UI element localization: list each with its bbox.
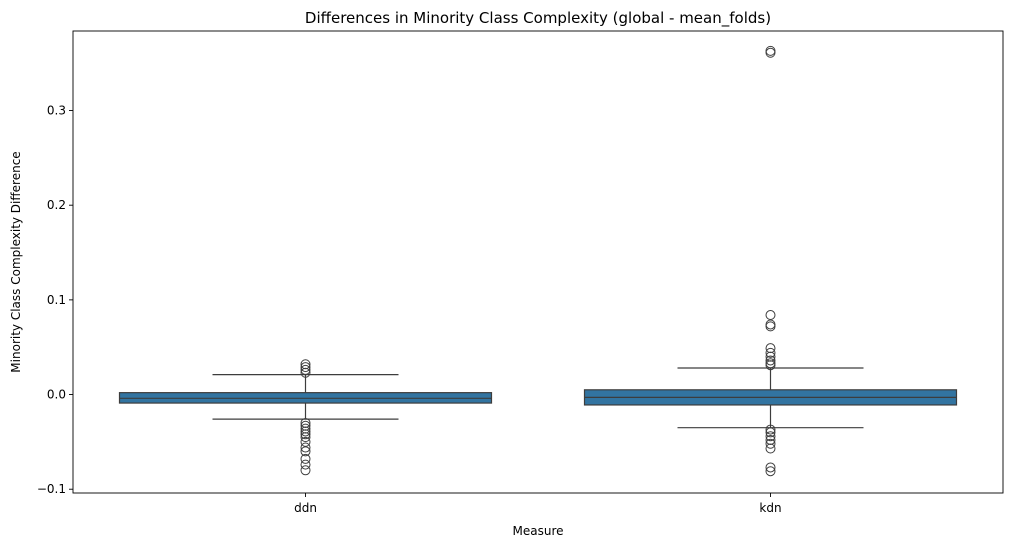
outlier-point xyxy=(765,347,776,358)
chart-title: Differences in Minority Class Complexity… xyxy=(305,9,771,28)
outlier-point xyxy=(300,459,311,470)
y-tick-label: 0.3 xyxy=(47,104,66,118)
plot-frame xyxy=(72,30,1004,494)
outlier-point xyxy=(765,319,776,330)
outlier-point xyxy=(300,442,311,453)
outlier-point xyxy=(765,355,776,366)
outlier-point xyxy=(765,310,776,321)
outlier-point xyxy=(765,45,776,56)
x-tick-label-ddn: ddn xyxy=(294,501,317,515)
outlier-point xyxy=(300,432,311,443)
x-axis-label: Measure xyxy=(513,524,564,538)
plot-area xyxy=(118,45,958,477)
outlier-point xyxy=(300,453,311,464)
y-tick-label: 0.2 xyxy=(47,198,66,212)
outlier-point xyxy=(300,446,311,457)
box-group-kdn xyxy=(583,45,958,477)
outlier-point xyxy=(765,443,776,454)
x-axis: ddn kdn xyxy=(294,493,782,515)
y-axis-label: Minority Class Complexity Difference xyxy=(9,151,23,372)
outlier-point xyxy=(765,427,776,438)
outlier-point xyxy=(765,321,776,332)
outlier-point xyxy=(300,429,311,440)
outlier-point xyxy=(765,438,776,449)
y-tick-label: 0.0 xyxy=(47,388,66,402)
outlier-point xyxy=(300,465,311,476)
outlier-point xyxy=(300,367,311,378)
outlier-point xyxy=(300,362,311,373)
outlier-point xyxy=(300,426,311,437)
y-tick-label: −0.1 xyxy=(37,482,66,496)
outlier-point xyxy=(765,424,776,435)
outlier-point xyxy=(765,466,776,477)
box-group-ddn xyxy=(118,359,493,476)
y-tick-label: 0.1 xyxy=(47,293,66,307)
y-axis: −0.1 0.0 0.1 0.2 0.3 xyxy=(37,104,73,496)
outlier-point xyxy=(765,47,776,58)
outlier-point xyxy=(300,364,311,375)
outlier-point xyxy=(765,431,776,442)
outlier-point xyxy=(765,360,776,371)
x-tick-label-kdn: kdn xyxy=(759,501,781,515)
outlier-point xyxy=(765,462,776,473)
